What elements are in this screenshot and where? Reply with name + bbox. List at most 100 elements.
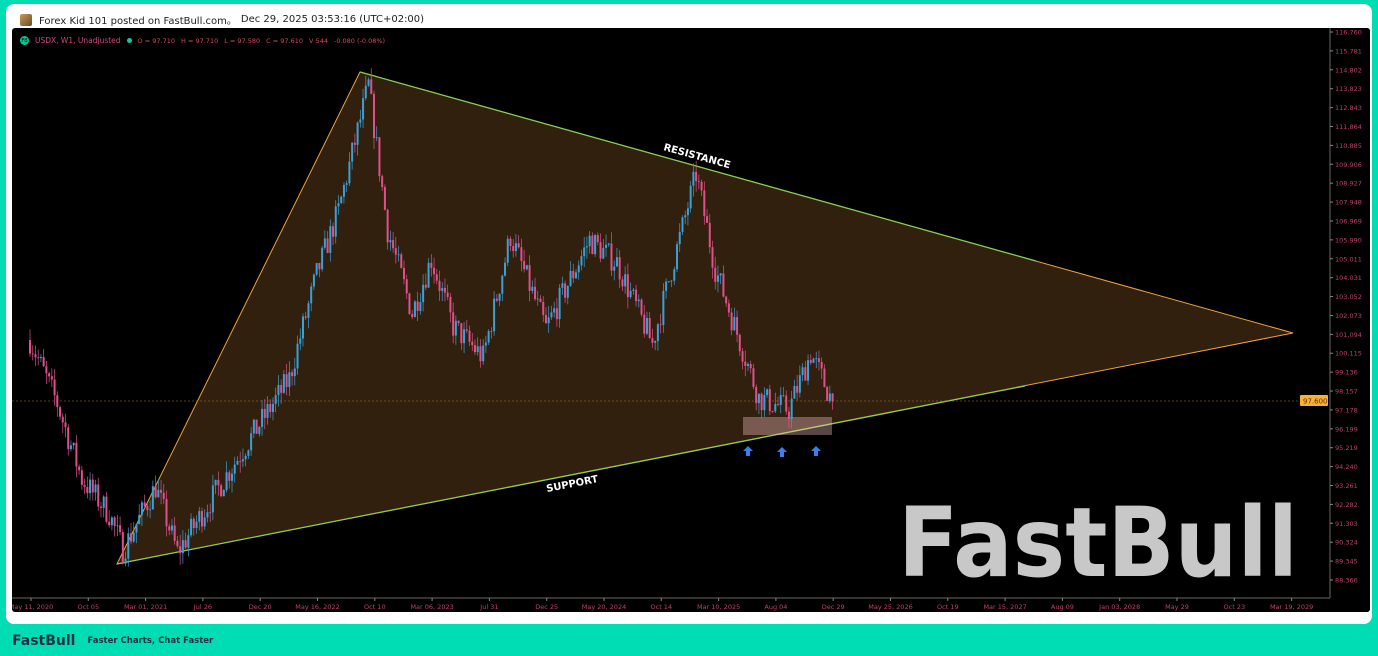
candle-body: [793, 385, 796, 399]
ohlc-low: L = 97.580: [224, 36, 261, 45]
symbol-title[interactable]: USDX, W1, Unadjusted: [35, 36, 121, 45]
author-avatar[interactable]: [20, 13, 32, 26]
price-chart[interactable]: RESISTANCE SUPPORT FastBull 116.760 115.7…: [12, 28, 1370, 612]
y-tick-label: 108.927: [1335, 180, 1362, 188]
candle-body: [588, 235, 591, 247]
candle-body: [452, 312, 455, 336]
candle-body: [643, 314, 646, 334]
y-tick-label: 111.864: [1335, 123, 1362, 131]
price-axis[interactable]: 116.760 115.781 114.802 113.823 112.843 111.8…: [1330, 29, 1362, 585]
candle-body: [662, 290, 665, 325]
candle-body: [632, 289, 635, 291]
candle-body: [274, 395, 277, 404]
candle-body: [536, 298, 539, 300]
candle-body: [727, 303, 730, 313]
candle-body: [411, 314, 414, 317]
candle-body: [676, 244, 679, 270]
candles-group: [29, 68, 834, 567]
candle-body: [113, 517, 116, 526]
candle-body: [64, 422, 67, 428]
candle-body: [337, 203, 340, 207]
y-tick-label: 107.948: [1335, 199, 1362, 207]
candle-body: [181, 540, 184, 554]
candle-body: [42, 356, 45, 367]
status-dot: [126, 38, 132, 43]
candle-body: [127, 533, 130, 559]
candle-body: [61, 416, 64, 423]
candle-body: [69, 445, 72, 450]
symbol-badge: FB: [20, 36, 29, 45]
candle-body: [498, 293, 501, 301]
candle-body: [110, 517, 113, 526]
candle-body: [291, 372, 294, 377]
candle-body: [392, 240, 395, 249]
ohlc-high: H = 97.710: [181, 36, 219, 45]
candle-body: [176, 540, 179, 547]
candle-body: [555, 308, 558, 320]
candle-body: [422, 284, 425, 303]
candle-body: [378, 137, 381, 177]
candle-body: [700, 181, 703, 191]
candle-body: [255, 419, 258, 434]
candle-body: [296, 343, 299, 369]
x-tick-label: Jul 31: [479, 603, 498, 611]
candle-body: [247, 450, 250, 456]
candle-body: [108, 521, 111, 526]
candle-body: [206, 512, 209, 518]
candle-body: [624, 274, 627, 287]
candle-body: [665, 281, 668, 291]
candle-body: [80, 470, 83, 485]
candle-body: [266, 403, 269, 418]
candle-body: [258, 426, 261, 434]
candle-body: [768, 389, 771, 412]
candle-body: [514, 243, 517, 252]
y-tick-label: 96.199: [1335, 425, 1358, 433]
footer-logo[interactable]: FastBull: [12, 633, 76, 649]
time-axis[interactable]: May 11, 2020 Oct 05 Mar 01, 2021 Jul 26 Dec …: [12, 598, 1313, 611]
candle-body: [130, 533, 133, 542]
candle-body: [504, 262, 507, 276]
candle-body: [615, 257, 618, 267]
x-tick-label: Dec 25: [535, 603, 558, 611]
x-tick-label: May 11, 2020: [12, 603, 53, 611]
candle-body: [736, 317, 739, 335]
candle-body: [269, 403, 272, 413]
candle-body: [580, 256, 583, 266]
candle-body: [443, 287, 446, 293]
candle-body: [307, 303, 310, 318]
candle-body: [801, 367, 804, 376]
candle-body: [495, 298, 498, 301]
candle-body: [645, 318, 648, 334]
last-price-tag: [1300, 395, 1328, 406]
candle-body: [102, 496, 105, 508]
candle-body: [468, 330, 471, 342]
candle-body: [315, 263, 318, 275]
candle-body: [771, 411, 774, 412]
candle-body: [34, 354, 37, 358]
candle-body: [812, 358, 815, 363]
x-tick-label: Oct 10: [364, 603, 386, 611]
chart-canvas[interactable]: RESISTANCE SUPPORT FastBull 116.760115.7…: [12, 28, 1370, 612]
candle-body: [383, 187, 386, 210]
candle-body: [689, 185, 692, 209]
candle-body: [386, 209, 389, 243]
post-header: Forex Kid 101 posted on FastBull.com。 De…: [20, 12, 424, 27]
y-tick-label: 102.073: [1335, 312, 1362, 320]
candle-body: [815, 358, 818, 360]
candle-body: [304, 316, 307, 318]
candle-body: [116, 525, 119, 527]
candle-body: [250, 433, 253, 451]
candle-body: [397, 254, 400, 256]
change: -0.080 (-0.08%): [333, 36, 386, 45]
candle-body: [39, 356, 42, 358]
candle-body: [684, 215, 687, 218]
candle-body: [198, 511, 201, 522]
candle-body: [135, 524, 138, 533]
candle-body: [823, 368, 826, 387]
candle-body: [640, 299, 643, 315]
candle-body: [569, 270, 572, 286]
candle-body: [654, 341, 657, 343]
candle-body: [94, 484, 97, 493]
candle-body: [826, 386, 829, 401]
candle-body: [97, 484, 100, 507]
